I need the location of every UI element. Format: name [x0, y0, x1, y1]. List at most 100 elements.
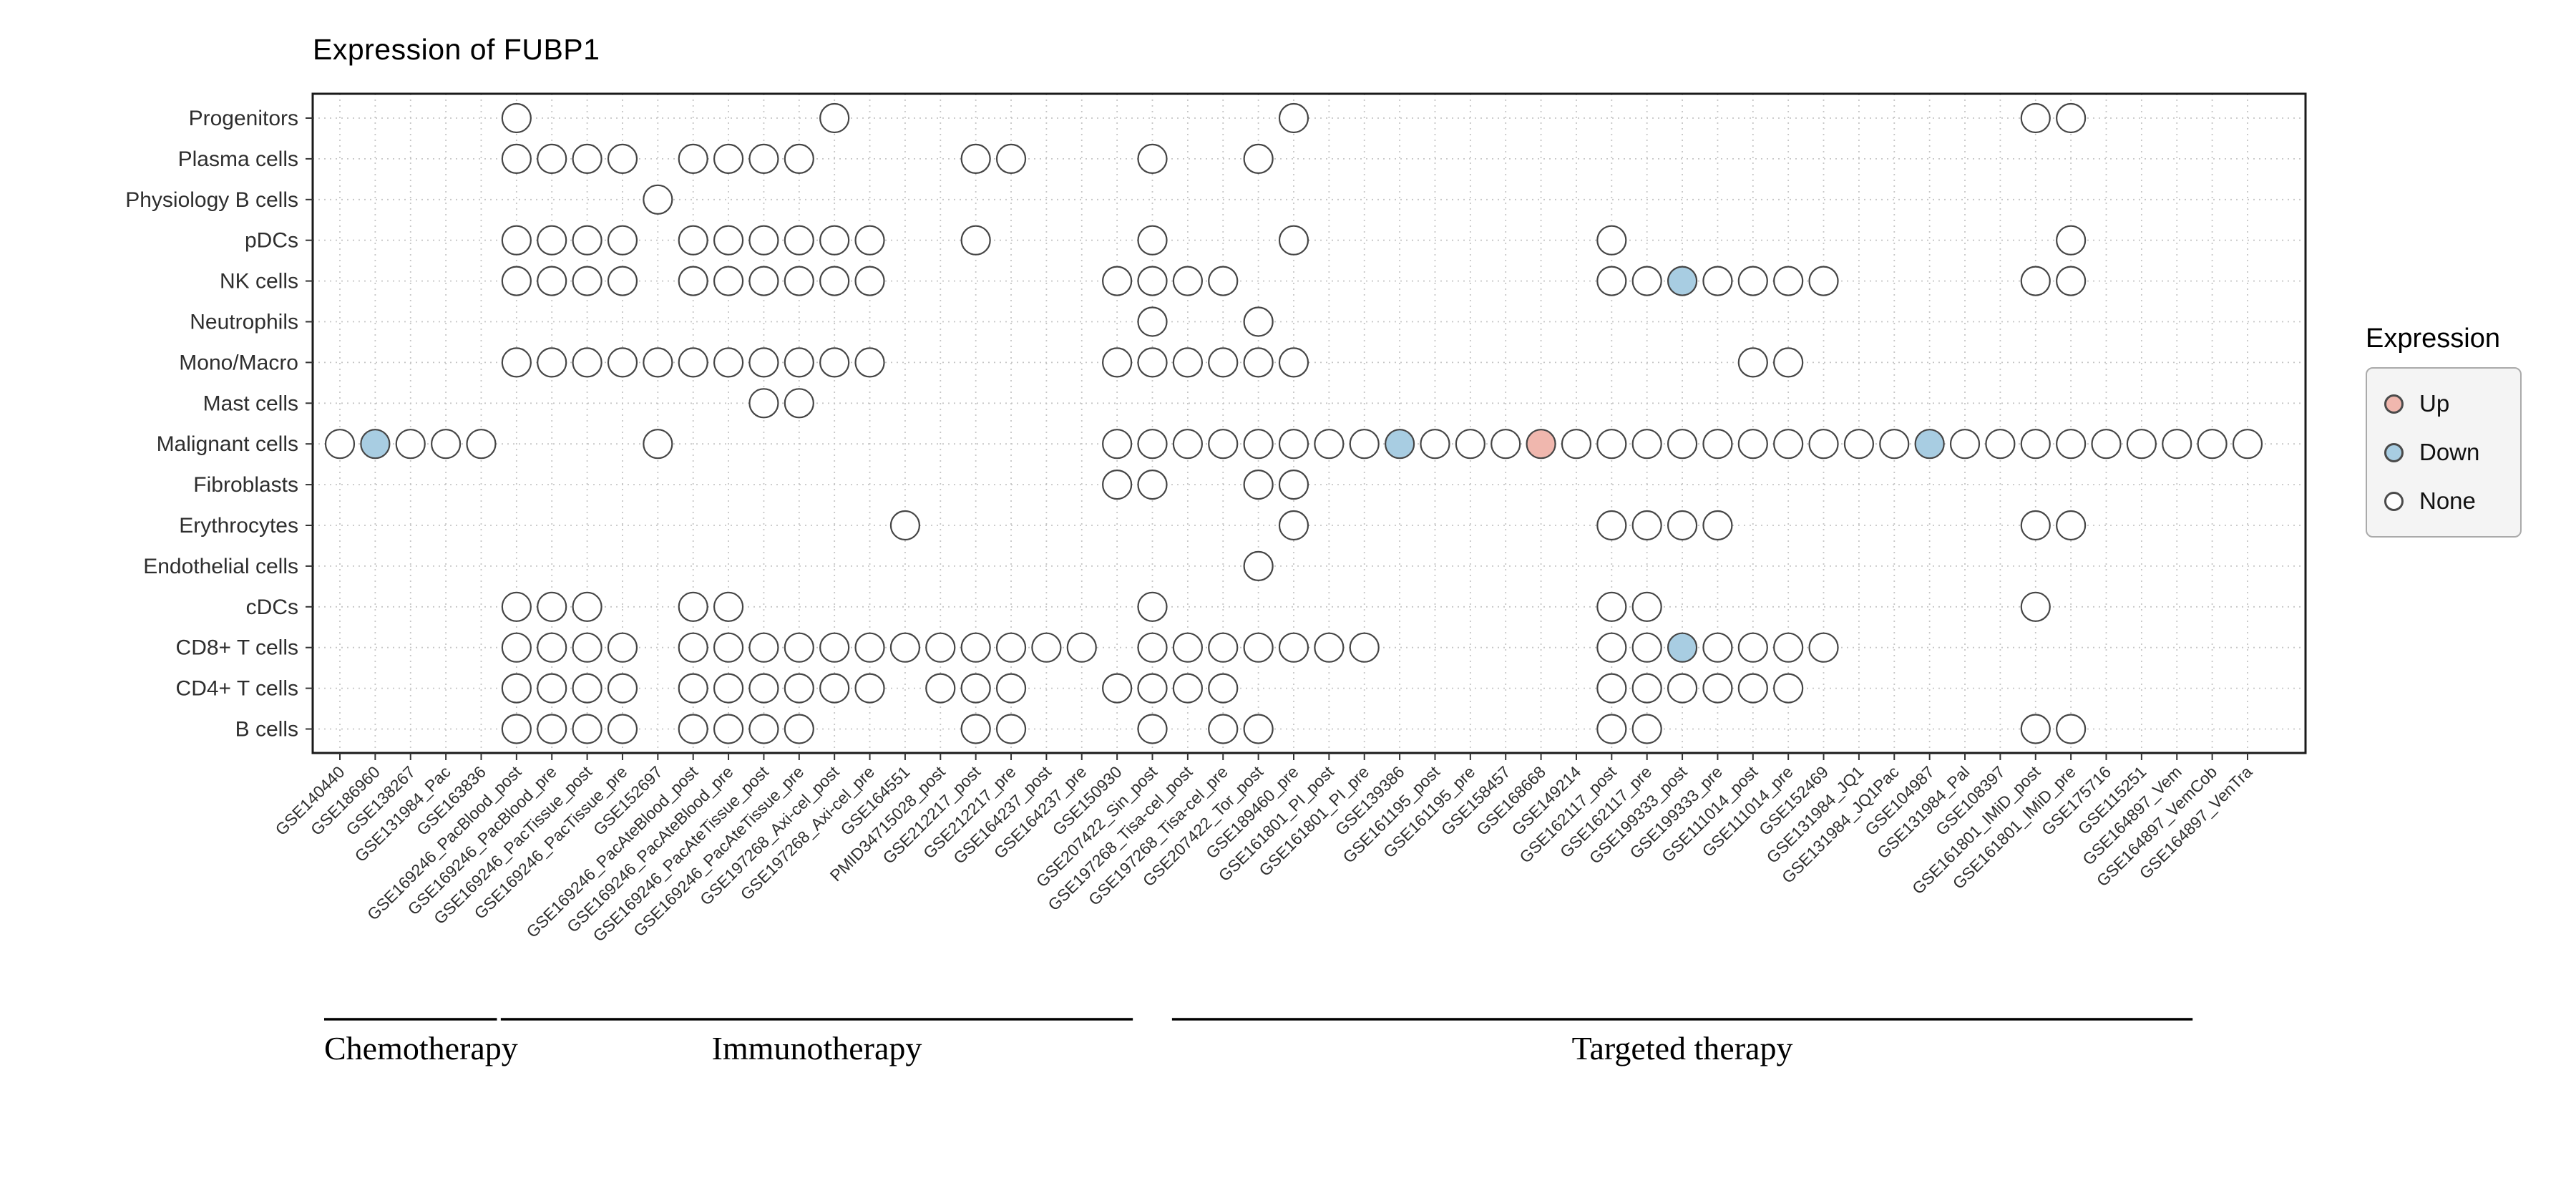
expression-dot-up[interactable]: [1526, 429, 1556, 460]
expression-dot-none[interactable]: [1667, 429, 1698, 460]
expression-dot-none[interactable]: [1596, 591, 1627, 622]
expression-dot-none[interactable]: [607, 266, 638, 296]
expression-dot-none[interactable]: [1631, 591, 1662, 622]
expression-dot-none[interactable]: [784, 225, 814, 256]
expression-dot-none[interactable]: [1737, 429, 1768, 460]
expression-dot-none[interactable]: [1667, 673, 1698, 704]
expression-dot-none[interactable]: [784, 388, 814, 419]
expression-dot-none[interactable]: [607, 143, 638, 174]
expression-dot-none[interactable]: [1243, 632, 1274, 663]
expression-dot-none[interactable]: [643, 429, 673, 460]
expression-dot-none[interactable]: [395, 429, 426, 460]
expression-dot-none[interactable]: [1137, 632, 1168, 663]
expression-dot-none[interactable]: [713, 591, 744, 622]
expression-dot-none[interactable]: [1102, 347, 1133, 378]
expression-dot-none[interactable]: [1702, 673, 1733, 704]
expression-dot-none[interactable]: [1773, 347, 1804, 378]
expression-dot-none[interactable]: [607, 632, 638, 663]
expression-dot-none[interactable]: [1278, 510, 1309, 541]
expression-dot-none[interactable]: [1631, 266, 1662, 296]
expression-dot-none[interactable]: [572, 143, 602, 174]
expression-dot-none[interactable]: [501, 591, 532, 622]
expression-dot-none[interactable]: [572, 347, 602, 378]
expression-dot-none[interactable]: [889, 632, 921, 663]
expression-dot-none[interactable]: [1243, 714, 1274, 744]
expression-dot-down[interactable]: [1384, 429, 1415, 460]
expression-dot-none[interactable]: [1278, 429, 1309, 460]
expression-dot-none[interactable]: [1172, 347, 1203, 378]
expression-dot-none[interactable]: [537, 632, 567, 663]
expression-dot-none[interactable]: [1137, 306, 1168, 337]
expression-dot-none[interactable]: [1066, 632, 1097, 663]
expression-dot-none[interactable]: [713, 266, 744, 296]
expression-dot-none[interactable]: [713, 714, 744, 744]
expression-dot-down[interactable]: [360, 429, 391, 460]
expression-dot-none[interactable]: [537, 673, 567, 704]
expression-dot-none[interactable]: [1631, 429, 1662, 460]
expression-dot-none[interactable]: [1278, 469, 1309, 500]
expression-dot-none[interactable]: [2020, 266, 2051, 296]
expression-dot-none[interactable]: [889, 510, 921, 541]
expression-dot-none[interactable]: [1420, 429, 1450, 460]
expression-dot-none[interactable]: [2056, 510, 2087, 541]
expression-dot-none[interactable]: [501, 266, 532, 296]
expression-dot-none[interactable]: [2091, 429, 2122, 460]
expression-dot-down[interactable]: [1667, 266, 1698, 296]
expression-dot-none[interactable]: [643, 184, 673, 215]
expression-dot-none[interactable]: [572, 266, 602, 296]
expression-dot-none[interactable]: [1208, 266, 1239, 296]
expression-dot-none[interactable]: [819, 225, 850, 256]
expression-dot-none[interactable]: [2056, 225, 2087, 256]
expression-dot-none[interactable]: [713, 673, 744, 704]
expression-dot-none[interactable]: [1773, 266, 1804, 296]
expression-dot-none[interactable]: [1667, 510, 1698, 541]
expression-dot-none[interactable]: [2020, 510, 2051, 541]
expression-dot-none[interactable]: [925, 632, 956, 663]
expression-dot-none[interactable]: [748, 143, 779, 174]
expression-dot-none[interactable]: [2197, 429, 2228, 460]
expression-dot-none[interactable]: [1137, 347, 1168, 378]
expression-dot-none[interactable]: [607, 714, 638, 744]
expression-dot-none[interactable]: [537, 143, 567, 174]
expression-dot-none[interactable]: [819, 347, 850, 378]
expression-dot-none[interactable]: [1349, 632, 1380, 663]
expression-dot-none[interactable]: [501, 143, 532, 174]
legend-item-none[interactable]: None: [2384, 487, 2520, 515]
expression-dot-none[interactable]: [1737, 347, 1768, 378]
expression-dot-none[interactable]: [995, 632, 1027, 663]
expression-dot-none[interactable]: [784, 347, 814, 378]
expression-dot-none[interactable]: [2020, 714, 2051, 744]
expression-dot-none[interactable]: [1631, 673, 1662, 704]
expression-dot-none[interactable]: [2056, 714, 2087, 744]
expression-dot-none[interactable]: [1243, 550, 1274, 582]
expression-dot-none[interactable]: [1737, 632, 1768, 663]
expression-dot-none[interactable]: [572, 673, 602, 704]
expression-dot-none[interactable]: [1243, 429, 1274, 460]
expression-dot-none[interactable]: [1278, 632, 1309, 663]
expression-dot-none[interactable]: [784, 673, 814, 704]
expression-dot-none[interactable]: [1137, 469, 1168, 500]
legend-item-up[interactable]: Up: [2384, 390, 2520, 417]
expression-dot-none[interactable]: [1773, 429, 1804, 460]
expression-dot-none[interactable]: [748, 388, 779, 419]
expression-dot-none[interactable]: [1737, 673, 1768, 704]
expression-dot-none[interactable]: [1137, 266, 1168, 296]
expression-dot-none[interactable]: [1455, 429, 1485, 460]
expression-dot-down[interactable]: [1914, 429, 1945, 460]
expression-dot-none[interactable]: [784, 266, 814, 296]
expression-dot-none[interactable]: [784, 632, 814, 663]
expression-dot-none[interactable]: [1702, 266, 1733, 296]
expression-dot-none[interactable]: [2126, 429, 2157, 460]
expression-dot-none[interactable]: [1243, 306, 1274, 337]
expression-dot-none[interactable]: [1773, 632, 1804, 663]
expression-dot-none[interactable]: [925, 673, 956, 704]
expression-dot-none[interactable]: [748, 673, 779, 704]
expression-dot-none[interactable]: [819, 102, 850, 134]
expression-dot-none[interactable]: [1172, 673, 1203, 704]
expression-dot-none[interactable]: [501, 347, 532, 378]
expression-dot-none[interactable]: [1349, 429, 1380, 460]
expression-dot-none[interactable]: [1102, 266, 1133, 296]
expression-dot-none[interactable]: [1596, 266, 1627, 296]
expression-dot-none[interactable]: [1985, 429, 2016, 460]
expression-dot-none[interactable]: [2020, 591, 2051, 622]
